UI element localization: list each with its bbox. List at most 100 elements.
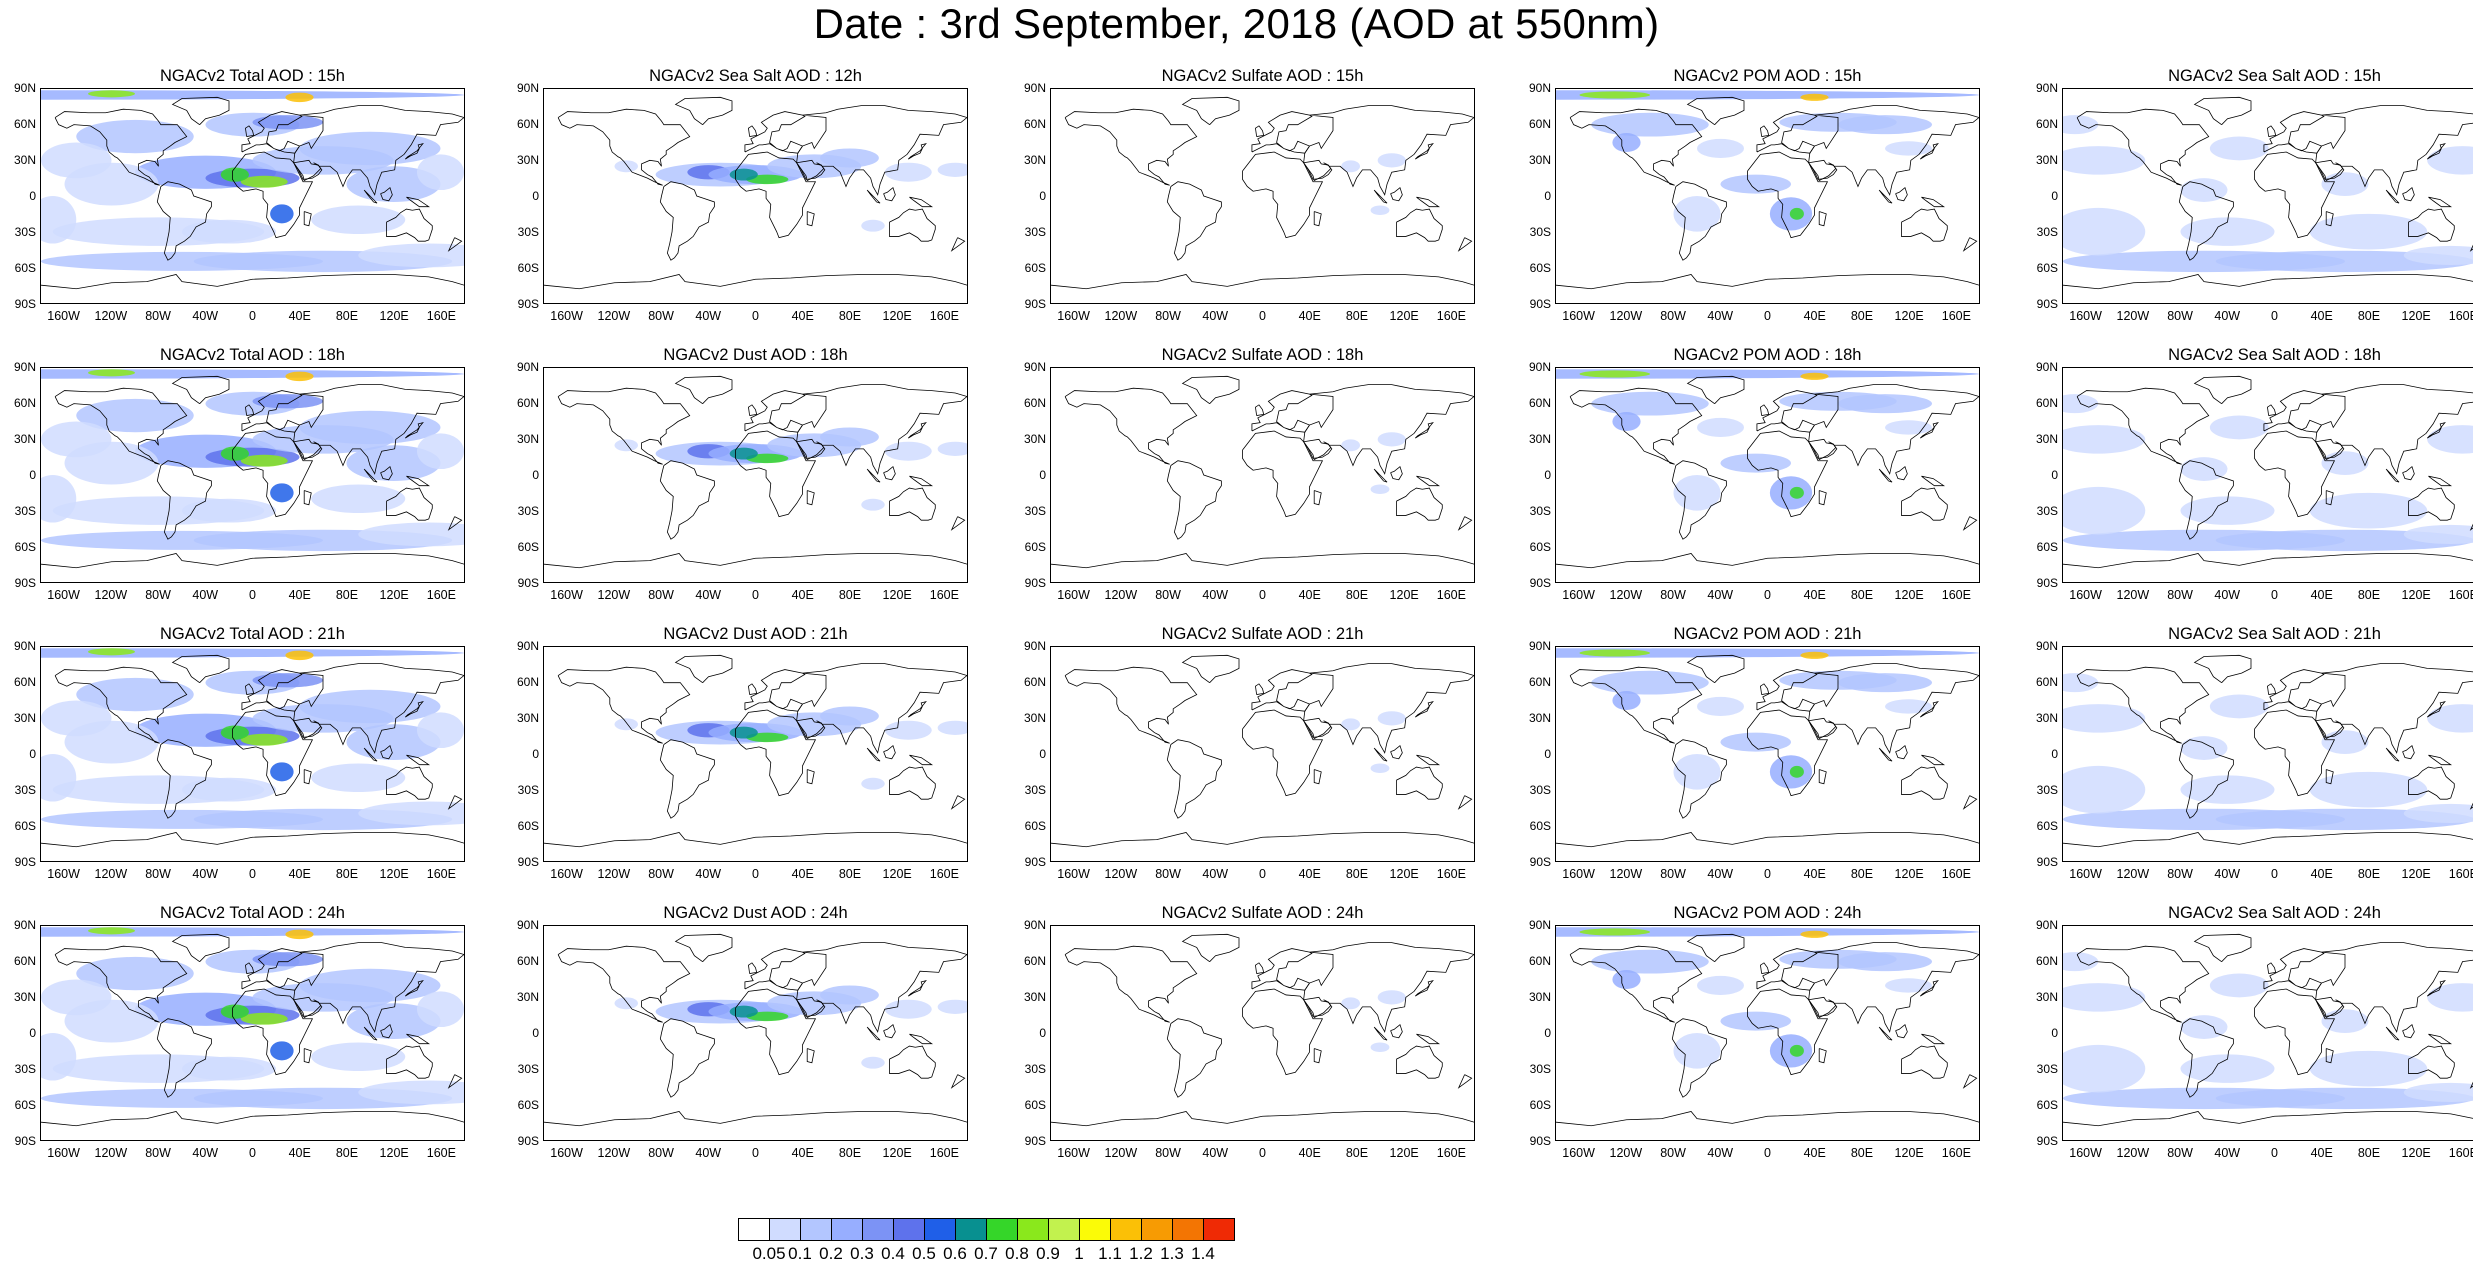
aerosol-region: [417, 712, 464, 749]
aerosol-region: [820, 706, 879, 726]
lat-tick-label: 60N: [13, 675, 36, 689]
coastline: [1556, 832, 1979, 848]
aerosol-region: [1341, 160, 1361, 173]
lon-tick-label: 120E: [882, 867, 912, 881]
map-plot-area: [1555, 367, 1980, 583]
aerosol-region: [2180, 736, 2228, 760]
coastline: [889, 766, 936, 800]
lat-tick-label: 60S: [1529, 540, 1551, 554]
coastline: [404, 422, 424, 439]
lon-tick-label: 160E: [2448, 309, 2473, 323]
aerosol-region: [1838, 115, 1932, 135]
aerosol-region: [1612, 132, 1641, 153]
coastline: [293, 996, 323, 1017]
aerosol-region: [285, 929, 314, 940]
coastline: [1919, 980, 1939, 997]
lon-tick-label: 0: [1764, 1146, 1771, 1160]
lat-tick-label: 60N: [1023, 396, 1046, 410]
lat-tick-label: 0: [29, 468, 36, 482]
map-panel: NGACv2 Sea Salt AOD : 21h 90N 60N 30N 0 30S 60…: [2022, 624, 2473, 894]
coastline: [2178, 181, 2234, 261]
lon-tick-label: 0: [249, 588, 256, 602]
coastline: [659, 460, 715, 540]
aod-map: [1051, 933, 1474, 1127]
coastline: [2428, 475, 2453, 487]
lon-tick-label: 80W: [2167, 1146, 2193, 1160]
aerosol-region: [2063, 146, 2146, 175]
aerosol-region: [1377, 711, 1406, 726]
aerosol-region: [417, 433, 464, 470]
colorbar-label: 0.1: [788, 1244, 812, 1263]
lon-tick-label: 80E: [2357, 588, 2381, 602]
coastline: [1818, 769, 1827, 785]
aerosol-region: [346, 166, 441, 202]
aerosol-region: [240, 733, 288, 746]
coastline: [1414, 143, 1434, 160]
aerosol-region: [311, 1042, 406, 1072]
lon-tick-label: 120W: [597, 588, 631, 602]
coastline: [293, 384, 464, 475]
coastline: [41, 553, 464, 569]
coastline: [1671, 1018, 1727, 1098]
map-panel: NGACv2 POM AOD : 21h 90N 60N 30N 0 30S 60S 90S 1…: [1515, 624, 2015, 894]
map-panel: NGACv2 POM AOD : 18h 90N 60N 30N 0 30S 60S 90S 1…: [1515, 345, 2015, 615]
aerosol-region: [181, 498, 276, 523]
coastline: [2402, 466, 2415, 481]
aerosol-region: [358, 1080, 464, 1105]
coastline: [1303, 438, 1333, 459]
lat-tick-label: 90S: [517, 576, 539, 590]
coastline: [1569, 387, 1703, 465]
coastline: [2178, 460, 2234, 540]
lon-tick-label: 160W: [1562, 309, 1595, 323]
aerosol-region: [41, 1033, 77, 1081]
coastline: [544, 832, 967, 848]
aerosol-region: [41, 369, 464, 379]
lon-tick-label: 120E: [379, 1146, 409, 1160]
coastline: [1808, 717, 1838, 738]
coastline: [1569, 108, 1703, 186]
coastline: [866, 747, 881, 762]
map-panel: NGACv2 Sea Salt AOD : 15h 90N 60N 30N 0 30S 60…: [2022, 66, 2473, 336]
aerosol-region: [729, 726, 758, 739]
coastline: [2315, 996, 2345, 1017]
lon-tick-label: 120W: [2116, 1146, 2150, 1160]
aerosol-region: [1556, 369, 1979, 379]
map-plot-area: [40, 367, 465, 583]
aerosol-region: [285, 650, 314, 661]
aerosol-region: [76, 956, 194, 991]
aerosol-region: [41, 196, 77, 244]
coastline: [889, 487, 936, 521]
coastline: [1808, 105, 1979, 196]
coastline: [1818, 211, 1827, 227]
aerosol-region: [1697, 975, 1744, 995]
lat-tick-label: 30N: [2035, 153, 2058, 167]
lon-tick-label: 40W: [695, 1146, 722, 1160]
lat-tick-label: 0: [1544, 189, 1551, 203]
lon-tick-label: 80E: [1850, 1146, 1874, 1160]
lat-tick-label: 30S: [2036, 783, 2058, 797]
lon-tick-label: 160W: [47, 1146, 80, 1160]
panel-title: NGACv2 POM AOD : 18h: [1673, 346, 1862, 364]
lon-tick-label: 80W: [1660, 309, 1686, 323]
aerosol-region: [2180, 496, 2275, 525]
lon-tick-label: 80W: [145, 1146, 171, 1160]
lon-tick-label: 80W: [1155, 309, 1181, 323]
lon-tick-label: 0: [249, 309, 256, 323]
coastline: [1303, 996, 1333, 1017]
coastline: [2385, 1026, 2400, 1041]
aerosol-region: [1673, 196, 1721, 232]
lat-tick-label: 90N: [516, 639, 539, 653]
lon-tick-label: 40E: [1803, 867, 1826, 881]
aerosol-region: [1800, 372, 1829, 380]
coastline: [1921, 1033, 1946, 1045]
coastline: [2426, 422, 2446, 439]
coastline: [2076, 666, 2210, 744]
aerosol-region: [746, 1011, 789, 1022]
panel-title: NGACv2 Dust AOD : 18h: [663, 346, 848, 364]
aerosol-region: [2403, 1082, 2473, 1102]
aod-map: [1051, 654, 1474, 848]
coastline: [1303, 384, 1474, 475]
aerosol-region: [358, 801, 464, 826]
lon-tick-label: 40W: [192, 867, 219, 881]
aerosol-region: [76, 677, 194, 712]
